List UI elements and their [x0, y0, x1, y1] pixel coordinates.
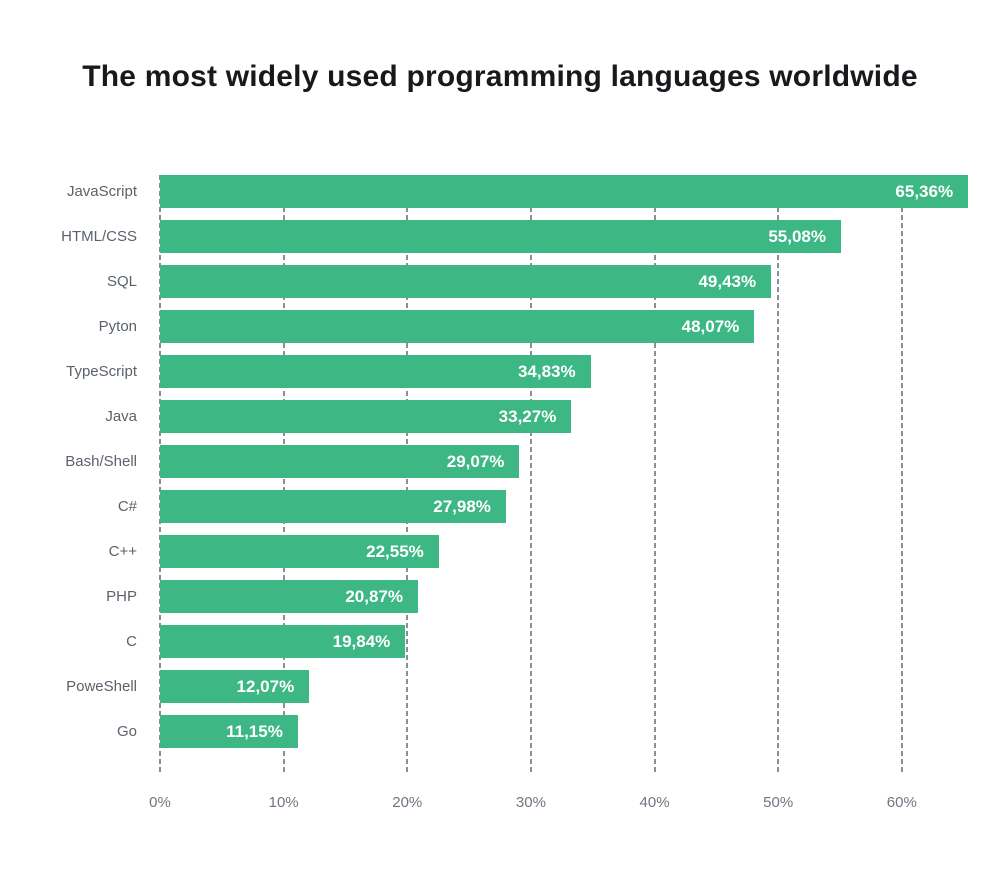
x-tick-label: 10% — [268, 794, 299, 811]
bar-track: 55,08% — [160, 220, 976, 253]
category-label: Go — [116, 723, 137, 740]
category-label: SQL — [106, 273, 137, 290]
bar-track: 33,27% — [160, 400, 976, 433]
bar-typescript: 34,83% — [160, 355, 591, 388]
category-label: PHP — [106, 588, 137, 605]
table-row: C# 27,98% — [0, 490, 1000, 535]
table-row: C 19,84% — [0, 625, 1000, 670]
table-row: Bash/Shell 29,07% — [0, 445, 1000, 490]
bar-track: 34,83% — [160, 355, 976, 388]
category-label: Java — [105, 408, 137, 425]
x-tick-label: 0% — [149, 794, 171, 811]
bar-value-label: 29,07% — [446, 452, 505, 471]
bar-value-label: 22,55% — [366, 542, 424, 561]
bar-pyton: 48,07% — [160, 310, 755, 343]
bar-c-: 22,55% — [160, 535, 439, 568]
bar-track: 20,87% — [160, 580, 976, 613]
x-tick-label: 40% — [639, 794, 670, 811]
bar-value-label: 49,43% — [698, 272, 757, 291]
bar-track: 19,84% — [160, 625, 976, 658]
bar-poweshell: 12,07% — [160, 670, 310, 703]
bar-track: 22,55% — [160, 535, 976, 568]
bar-value-label: 65,36% — [895, 182, 954, 201]
gridline-30 — [529, 175, 532, 772]
bar-track: 12,07% — [160, 670, 976, 703]
category-label: C# — [117, 498, 137, 515]
x-tick-label: 50% — [763, 794, 794, 811]
bar-html-css: 55,08% — [160, 220, 841, 253]
table-row: SQL 49,43% — [0, 265, 1000, 310]
table-row: C++ 22,55% — [0, 535, 1000, 580]
bar-value-label: 27,98% — [433, 497, 491, 516]
bar-java: 33,27% — [160, 400, 572, 433]
table-row: Pyton 48,07% — [0, 310, 1000, 355]
x-tick-label: 60% — [886, 794, 917, 811]
bar-track: 49,43% — [160, 265, 976, 298]
bar-javascript: 65,36% — [160, 175, 969, 208]
bar-php: 20,87% — [160, 580, 419, 613]
bar-value-label: 20,87% — [345, 587, 404, 606]
gridline-60 — [900, 175, 903, 772]
bar-track: 29,07% — [160, 445, 976, 478]
table-row: Java 33,27% — [0, 400, 1000, 445]
category-label: Pyton — [98, 318, 137, 335]
gridline-50 — [777, 175, 780, 772]
category-label: PoweShell — [66, 678, 137, 695]
x-axis: 0% 10% 20% 30% 40% 50% 60% — [149, 794, 976, 816]
bar-go: 11,15% — [160, 715, 298, 748]
category-label: C++ — [108, 543, 137, 560]
x-tick-label: 20% — [392, 794, 423, 811]
table-row: PHP 20,87% — [0, 580, 1000, 625]
bar-value-label: 48,07% — [681, 317, 740, 336]
bar-sql: 49,43% — [160, 265, 772, 298]
bar-value-label: 19,84% — [332, 632, 391, 651]
bar-track: 65,36% — [160, 175, 976, 208]
gridline-40 — [653, 175, 656, 772]
table-row: PoweShell 12,07% — [0, 670, 1000, 715]
bar-value-label: 33,27% — [498, 407, 557, 426]
bar-track: 48,07% — [160, 310, 976, 343]
category-label: JavaScript — [66, 183, 137, 200]
chart-title: The most widely used programming languag… — [82, 60, 918, 93]
table-row: JavaScript 65,36% — [0, 175, 1000, 220]
category-label: Bash/Shell — [65, 453, 137, 470]
bar-c: 19,84% — [160, 625, 406, 658]
category-label: C — [126, 633, 137, 650]
table-row: HTML/CSS 55,08% — [0, 220, 1000, 265]
x-tick-label: 30% — [515, 794, 546, 811]
bar-track: 11,15% — [160, 715, 976, 748]
bar-track: 27,98% — [160, 490, 976, 523]
category-label: HTML/CSS — [61, 228, 137, 245]
bar-rows: JavaScript 65,36% HTML/CSS 55,08% SQL 49,43% P… — [0, 175, 1000, 760]
bar-c-: 27,98% — [160, 490, 506, 523]
bar-value-label: 12,07% — [236, 677, 295, 696]
table-row: Go 11,15% — [0, 715, 1000, 760]
table-row: TypeScript 34,83% — [0, 355, 1000, 400]
bar-bash-shell: 29,07% — [160, 445, 520, 478]
bar-value-label: 11,15% — [226, 722, 283, 741]
bar-value-label: 55,08% — [768, 227, 826, 246]
bar-value-label: 34,83% — [517, 362, 576, 381]
category-label: TypeScript — [66, 363, 137, 380]
bar-chart: JavaScript 65,36% HTML/CSS 55,08% SQL 49,43% P… — [0, 175, 1000, 835]
